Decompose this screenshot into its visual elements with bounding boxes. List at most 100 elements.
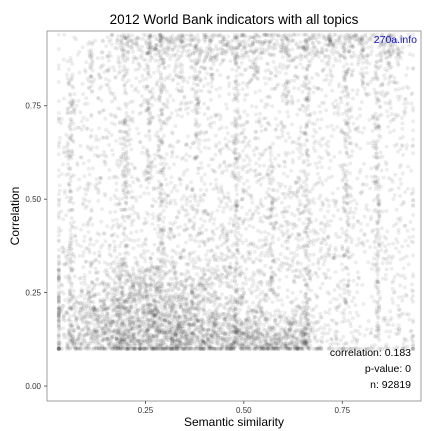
scatter-point — [190, 301, 195, 306]
scatter-point — [238, 342, 243, 347]
scatter-point — [401, 201, 406, 206]
scatter-point — [243, 33, 248, 38]
scatter-point — [164, 326, 168, 331]
scatter-point — [334, 321, 339, 326]
scatter-point — [221, 305, 226, 310]
scatter-point — [364, 203, 369, 208]
scatter-point — [76, 325, 81, 330]
scatter-point — [187, 75, 192, 80]
scatter-point — [411, 240, 416, 245]
scatter-point — [400, 86, 405, 91]
scatter-point — [112, 290, 117, 295]
scatter-point — [158, 88, 163, 93]
scatter-point — [295, 146, 300, 151]
scatter-point — [257, 119, 262, 124]
scatter-point — [342, 311, 347, 316]
scatter-point — [282, 159, 286, 164]
scatter-point — [67, 182, 72, 187]
scatter-point — [366, 319, 371, 323]
scatter-point — [329, 337, 334, 342]
scatter-point — [204, 188, 209, 193]
scatter-point — [146, 122, 151, 126]
scatter-point — [333, 203, 338, 208]
scatter-point — [301, 300, 306, 305]
scatter-point — [270, 236, 275, 241]
scatter-point — [185, 142, 190, 147]
scatter-point — [302, 310, 307, 315]
scatter-point — [355, 290, 360, 295]
scatter-point — [184, 227, 189, 232]
scatter-point — [218, 114, 223, 118]
scatter-point — [381, 318, 386, 323]
scatter-point — [284, 231, 289, 236]
scatter-point — [255, 319, 260, 324]
scatter-point — [87, 248, 92, 253]
scatter-point — [61, 291, 66, 296]
scatter-point — [279, 200, 284, 205]
scatter-point — [331, 198, 335, 203]
scatter-point — [123, 174, 128, 179]
scatter-point — [249, 193, 254, 198]
scatter-point — [322, 78, 327, 83]
scatter-point — [351, 68, 356, 73]
scatter-point — [144, 268, 149, 273]
scatter-point — [104, 307, 108, 312]
scatter-point — [92, 251, 97, 256]
scatter-point — [241, 330, 246, 335]
scatter-point — [161, 346, 166, 351]
scatter-point — [201, 297, 206, 302]
scatter-point — [145, 284, 150, 289]
scatter-point — [296, 75, 300, 80]
scatter-point — [83, 259, 88, 264]
scatter-point — [239, 269, 244, 274]
scatter-point — [303, 282, 308, 287]
scatter-point — [277, 109, 282, 114]
scatter-point — [358, 167, 363, 172]
scatter-point — [215, 208, 220, 213]
scatter-point — [240, 240, 245, 245]
scatter-point — [122, 336, 127, 341]
scatter-point — [270, 104, 275, 109]
scatter-point — [169, 175, 174, 180]
scatter-point — [103, 330, 108, 335]
scatter-point — [359, 191, 364, 196]
scatter-point — [132, 298, 137, 303]
scatter-point — [237, 293, 242, 298]
scatter-point — [232, 223, 237, 228]
scatter-point — [395, 51, 400, 56]
scatter-point — [202, 208, 207, 213]
scatter-point — [56, 275, 61, 280]
scatter-point — [139, 276, 144, 281]
scatter-point — [99, 84, 104, 89]
scatter-point — [184, 198, 189, 203]
scatter-point — [410, 288, 415, 293]
scatter-point — [84, 332, 89, 337]
scatter-point — [83, 70, 88, 75]
scatter-point — [388, 101, 393, 106]
scatter-point — [172, 302, 177, 307]
scatter-point — [228, 346, 233, 351]
scatter-point — [348, 324, 353, 329]
scatter-point — [344, 189, 349, 194]
scatter-point — [268, 150, 273, 155]
scatter-point — [307, 275, 312, 280]
scatter-point — [225, 313, 230, 318]
scatter-point — [85, 246, 90, 251]
scatter-point — [151, 277, 156, 282]
scatter-point — [281, 124, 286, 129]
scatter-point — [330, 88, 335, 93]
scatter-point — [148, 276, 153, 281]
scatter-point — [171, 186, 176, 191]
scatter-point — [400, 135, 405, 139]
scatter-point — [227, 221, 232, 226]
scatter-point — [186, 308, 191, 313]
scatter-point — [203, 67, 208, 72]
scatter-point — [380, 154, 385, 159]
scatter-point — [376, 201, 381, 206]
scatter-point — [350, 316, 355, 321]
scatter-point — [147, 101, 152, 106]
scatter-point — [211, 157, 216, 162]
scatter-point — [287, 135, 292, 140]
scatter-point — [246, 308, 251, 313]
scatter-point — [107, 243, 112, 248]
